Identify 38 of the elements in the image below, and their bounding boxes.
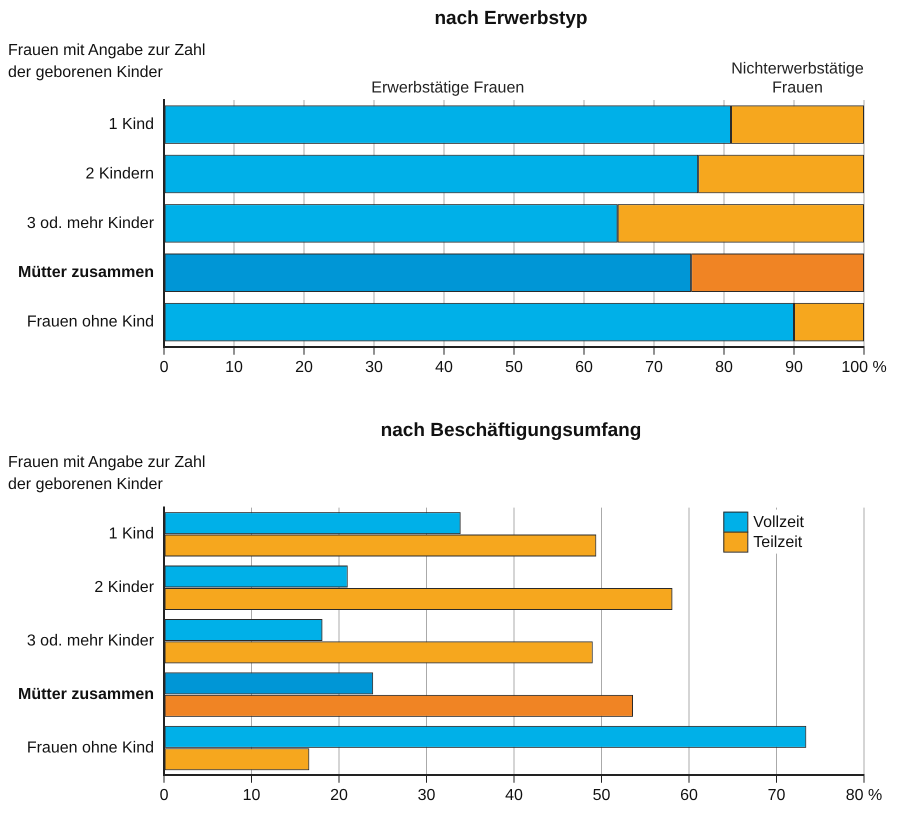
- x-tick-label: 20: [330, 786, 348, 804]
- y-tick-label: 3 od. mehr Kinder: [26, 632, 155, 650]
- x-tick-label: 70: [768, 786, 786, 804]
- series-label: Nichterwerbstätige Frauen: [731, 60, 864, 96]
- chart-title: nach Erwerbstyp: [433, 8, 589, 30]
- x-tick-label: 50: [505, 358, 524, 376]
- x-tick-label: 0: [160, 358, 169, 376]
- y-tick-label: Frauen ohne Kind: [26, 314, 154, 331]
- legend-label: Vollzeit: [753, 514, 805, 532]
- x-tick-label: 40: [435, 358, 454, 376]
- x-tick-label: 60: [680, 786, 698, 804]
- x-tick-label: 0: [160, 786, 169, 804]
- y-tick-label: Mütter zusammen: [18, 686, 154, 704]
- x-tick-label: 30: [365, 358, 384, 376]
- chart-title: nach Beschäftigungsumfang: [380, 420, 642, 442]
- x-tick-label: 10: [242, 786, 261, 804]
- x-tick-label: 80: [715, 358, 734, 376]
- y-tick-label: Mütter zusammen: [18, 264, 154, 282]
- y-tick-label: 2 Kinder: [94, 579, 155, 596]
- y-tick-label: 2 Kindern: [86, 165, 154, 182]
- x-tick-label: 70: [645, 358, 664, 376]
- series-label: Erwerbstätige Frauen: [371, 79, 524, 96]
- x-tick-label: 10: [225, 358, 244, 376]
- x-tick-label: 90: [785, 358, 803, 376]
- x-tick-label: 20: [295, 358, 314, 376]
- y-axis-title: Frauen mit Angabe zur Zahl der geborenen Kinder: [8, 453, 206, 495]
- x-tick-label: 50: [592, 786, 611, 804]
- x-tick-label: 60: [575, 358, 594, 376]
- x-tick-label: 30: [418, 786, 436, 804]
- x-tick-label: 100 %: [841, 358, 887, 376]
- y-tick-label: 3 od. mehr Kinder: [26, 214, 155, 232]
- x-tick-label: 80 %: [846, 786, 882, 804]
- y-axis-title: Frauen mit Angabe zur Zahl der geborenen Kinder: [8, 41, 206, 83]
- y-tick-label: 1 Kind: [108, 116, 154, 134]
- x-tick-label: 40: [505, 786, 524, 804]
- legend-label: Teilzeit: [753, 534, 803, 552]
- y-tick-label: Frauen ohne Kind: [26, 739, 154, 756]
- y-tick-label: 1 Kind: [108, 526, 154, 543]
